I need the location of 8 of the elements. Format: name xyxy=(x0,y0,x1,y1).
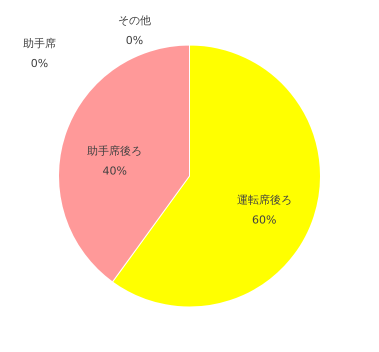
category-label: 助手席 xyxy=(23,37,56,50)
slice-label: 助手席後ろ xyxy=(87,144,142,158)
text: 0% xyxy=(30,57,48,70)
data-label: 60% xyxy=(252,213,276,226)
slice-label: 運転席後ろ xyxy=(236,193,292,206)
text: 0% xyxy=(126,34,144,47)
category-label: その他 xyxy=(118,14,151,27)
data-label: 40% xyxy=(102,164,127,178)
